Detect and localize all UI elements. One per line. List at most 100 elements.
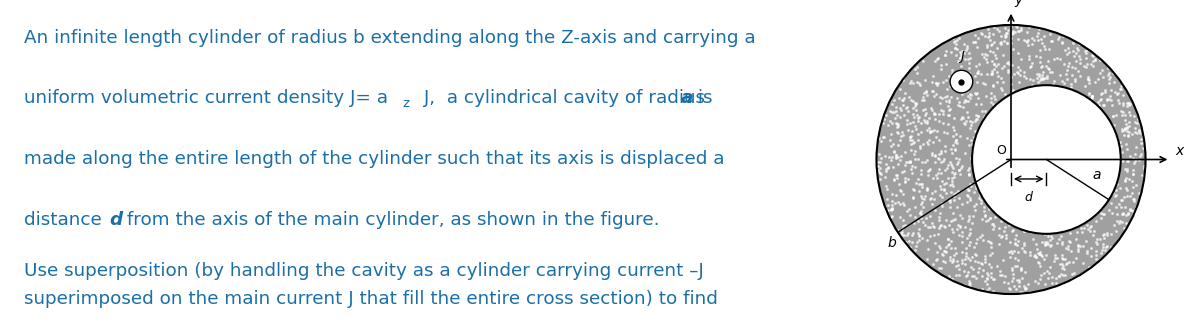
Point xyxy=(1075,48,1094,54)
Point xyxy=(953,115,972,121)
Point xyxy=(1056,272,1075,277)
Point xyxy=(983,276,1002,281)
Point xyxy=(913,199,932,204)
Point xyxy=(974,204,994,209)
Text: a: a xyxy=(682,89,694,107)
Point xyxy=(916,119,935,124)
Point xyxy=(905,152,924,157)
Point xyxy=(924,139,943,145)
Point xyxy=(961,182,980,187)
Point xyxy=(941,146,960,151)
Point xyxy=(941,161,960,167)
Point xyxy=(1004,71,1024,76)
Point xyxy=(984,66,1003,71)
Point xyxy=(868,163,887,168)
Point xyxy=(905,103,924,108)
Point xyxy=(902,98,922,103)
Point xyxy=(965,128,984,133)
Point xyxy=(886,192,905,197)
Point xyxy=(959,172,978,177)
Point xyxy=(912,184,931,189)
Point xyxy=(962,274,982,279)
Point xyxy=(1111,83,1130,88)
Point xyxy=(888,130,907,136)
Point xyxy=(984,25,1003,30)
Point xyxy=(1015,70,1034,75)
Point xyxy=(1058,46,1078,51)
Point xyxy=(928,83,947,88)
Point xyxy=(1108,181,1127,186)
Point xyxy=(947,141,966,146)
Point xyxy=(888,113,907,118)
Point xyxy=(1084,59,1103,64)
Point xyxy=(950,224,970,229)
Point xyxy=(1127,203,1146,208)
Point xyxy=(952,63,971,68)
Point xyxy=(1091,92,1110,97)
Point xyxy=(1044,258,1063,263)
Point xyxy=(949,267,968,272)
Point xyxy=(988,27,1007,32)
Text: d: d xyxy=(1025,191,1033,204)
Point xyxy=(890,201,910,206)
Point xyxy=(1028,75,1048,80)
Point xyxy=(890,114,910,119)
Point xyxy=(1016,76,1036,81)
Point xyxy=(1002,250,1021,256)
Point xyxy=(1094,232,1114,237)
Point xyxy=(1009,277,1028,282)
Point xyxy=(959,56,978,62)
Point xyxy=(895,162,914,167)
Point xyxy=(1010,26,1030,31)
Point xyxy=(911,211,930,216)
Point xyxy=(954,51,973,56)
Point xyxy=(956,254,976,259)
Point xyxy=(1121,101,1140,107)
Point xyxy=(902,129,922,134)
Point xyxy=(961,240,980,245)
Point xyxy=(1109,100,1128,106)
Point xyxy=(960,143,979,148)
Point xyxy=(950,56,970,61)
Point xyxy=(940,73,959,78)
Point xyxy=(938,242,958,247)
Point xyxy=(961,183,980,188)
Point xyxy=(1132,151,1151,156)
Point xyxy=(955,121,974,126)
Point xyxy=(1123,184,1142,189)
Point xyxy=(930,151,949,156)
Point xyxy=(967,101,986,107)
Point xyxy=(998,70,1018,75)
Point xyxy=(941,239,960,244)
Point xyxy=(1124,160,1144,165)
Point xyxy=(882,198,901,204)
Point xyxy=(1066,65,1085,70)
Point xyxy=(1099,207,1118,212)
Point xyxy=(1033,76,1052,81)
Point xyxy=(1098,233,1117,238)
Point xyxy=(970,266,989,271)
Point xyxy=(953,229,972,234)
Point xyxy=(898,118,917,123)
Point xyxy=(946,45,965,50)
Point xyxy=(1062,271,1081,276)
Point xyxy=(965,274,984,279)
Point xyxy=(1012,56,1031,62)
Point xyxy=(876,162,895,167)
Point xyxy=(931,67,950,72)
Point xyxy=(1082,96,1102,101)
Point xyxy=(1012,290,1031,295)
Point xyxy=(924,127,943,132)
Point xyxy=(1067,256,1086,261)
Point xyxy=(1079,226,1098,232)
Point xyxy=(1082,62,1102,67)
Point xyxy=(1038,58,1057,63)
Point xyxy=(1082,52,1102,57)
Point xyxy=(997,41,1016,46)
Point xyxy=(950,49,970,54)
Point xyxy=(920,130,940,135)
Point xyxy=(960,125,979,130)
Point xyxy=(934,80,953,85)
Point xyxy=(910,238,929,243)
Point xyxy=(923,73,942,78)
